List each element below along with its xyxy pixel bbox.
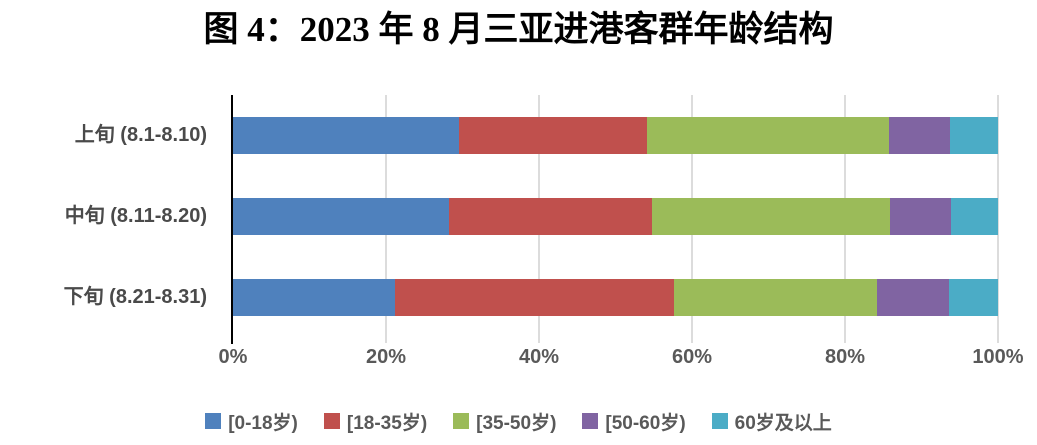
legend-item: [0-18岁): [205, 408, 298, 435]
legend-item: [18-35岁): [323, 408, 428, 435]
legend-swatch: [582, 413, 599, 429]
legend-label: [50-60岁): [605, 412, 686, 434]
bar-segment: [233, 279, 396, 316]
x-tick-label: 100%: [972, 346, 1024, 368]
bar-segment: [233, 117, 459, 154]
x-tick-label: 80%: [824, 346, 866, 368]
bar-segment: [395, 279, 674, 316]
chart-title: 图 4：2023 年 8 月三亚进港客群年龄结构: [203, 10, 834, 49]
bar-segment: [449, 198, 653, 235]
legend-item: [50-60岁): [582, 408, 686, 435]
legend-label: [0-18岁): [228, 412, 298, 434]
legend: [0-18岁) [18-35岁) [35-50岁) [50-60岁) 60岁及以上: [0, 406, 1037, 436]
legend-label: [35-50岁): [476, 412, 557, 434]
bar-segment: [458, 117, 647, 154]
category-label: 下旬 (8.21-8.31): [63, 286, 207, 308]
category-label: 上旬 (8.1-8.10): [74, 124, 207, 146]
legend-item: 60岁及以上: [711, 408, 832, 435]
x-tick-label: 40%: [518, 346, 560, 368]
legend-swatch: [323, 413, 340, 429]
bar-segment: [951, 198, 998, 235]
x-tick-label: 0%: [218, 346, 248, 368]
bar-row: [233, 279, 998, 316]
legend-swatch: [453, 413, 470, 429]
category-axis: 上旬 (8.1-8.10) 中旬 (8.11-8.20) 下旬 (8.21-8.31…: [0, 95, 207, 338]
plot-area: [231, 95, 999, 344]
bar-segment: [890, 198, 952, 235]
bar-row: [233, 117, 998, 154]
bar-segment: [233, 198, 450, 235]
category-label: 中旬 (8.11-8.20): [64, 205, 207, 227]
bar-segment: [949, 117, 998, 154]
legend-item: [35-50岁): [453, 408, 556, 435]
legend-label: [18-35岁): [346, 412, 428, 434]
bar-segment: [949, 279, 998, 316]
y-axis-line: [231, 95, 233, 344]
bar-segment: [888, 117, 950, 154]
x-tick-label: 60%: [671, 346, 713, 368]
bar-segment: [877, 279, 950, 316]
bar-segment: [673, 279, 878, 316]
x-tick-label: 20%: [365, 346, 407, 368]
legend-label: 60岁及以上: [734, 412, 832, 434]
x-axis: 0% 20% 40% 60% 80% 100%: [219, 346, 1024, 374]
bar-segment: [652, 198, 891, 235]
legend-swatch: [711, 413, 728, 429]
legend-swatch: [205, 413, 222, 429]
bar-segment: [646, 117, 889, 154]
gridline: [997, 95, 999, 343]
bar-row: [233, 198, 998, 235]
